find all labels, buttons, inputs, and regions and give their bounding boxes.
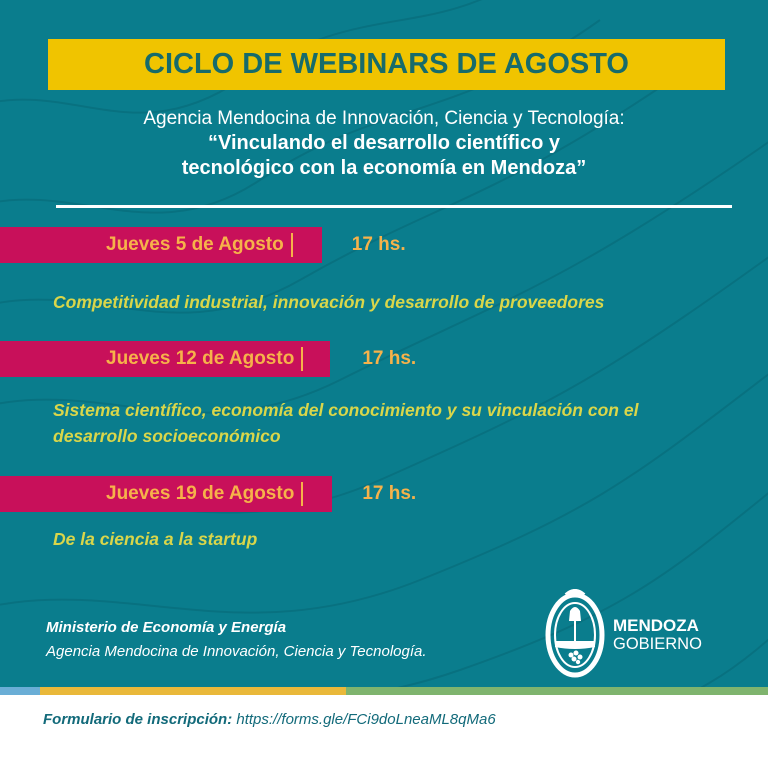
session-date-bar: Jueves 5 de Agosto 17 hs.	[0, 227, 406, 263]
session-time: 17 hs.	[351, 234, 406, 256]
divider-line	[56, 205, 732, 208]
session-date: Jueves 12 de Agosto	[106, 348, 295, 370]
agency-name: Agencia Mendocina de Innovación, Ciencia…	[46, 643, 427, 660]
session-date-bar: Jueves 12 de Agosto 17 hs.	[0, 341, 416, 377]
topic-line: desarrollo socioeconómico	[53, 426, 281, 446]
separator	[301, 347, 304, 371]
color-stripe-yellow	[40, 687, 346, 695]
topic-line: Competitividad industrial, innovación y …	[53, 292, 605, 312]
teal-background: CICLO DE WEBINARS DE AGOSTO Agencia Mend…	[0, 0, 768, 687]
topic-line: De la ciencia a la startup	[53, 529, 258, 549]
color-stripe-green	[346, 687, 768, 695]
subtitle-block: Agencia Mendocina de Innovación, Ciencia…	[0, 106, 768, 181]
quote-line-1: “Vinculando el desarrollo científico y	[208, 132, 560, 154]
registration-label: Formulario de inscripción:	[43, 711, 233, 728]
registration-form-line: Formulario de inscripción: https://forms…	[43, 711, 496, 728]
session-date: Jueves 5 de Agosto	[106, 234, 284, 256]
separator	[290, 233, 293, 257]
logo-line-2: GOBIERNO	[613, 635, 702, 653]
session-topic: Sistema científico, economía del conocim…	[53, 397, 638, 449]
mendoza-gobierno-wordmark: MENDOZA GOBIERNO	[613, 616, 702, 654]
quote-line-2: tecnológico con la economía en Mendoza”	[181, 157, 587, 179]
organizer-credits: Ministerio de Economía y Energía Agencia…	[46, 616, 427, 664]
title-banner: CICLO DE WEBINARS DE AGOSTO	[48, 39, 725, 90]
session-time: 17 hs.	[362, 348, 417, 370]
session-topic: De la ciencia a la startup	[53, 526, 257, 552]
session-date: Jueves 19 de Agosto	[106, 483, 295, 505]
registration-link[interactable]: https://forms.gle/FCi9doLneaML8qMa6	[236, 711, 496, 728]
mendoza-coat-of-arms-icon	[545, 589, 605, 678]
session-time: 17 hs.	[362, 483, 417, 505]
organization-name: Agencia Mendocina de Innovación, Ciencia…	[143, 108, 625, 129]
logo-line-1: MENDOZA	[613, 616, 699, 635]
session-date-bar: Jueves 19 de Agosto 17 hs.	[0, 476, 416, 512]
banner-title: CICLO DE WEBINARS DE AGOSTO	[144, 48, 629, 80]
separator	[301, 482, 304, 506]
color-stripe-blue	[0, 687, 40, 695]
ministry-name: Ministerio de Economía y Energía	[46, 619, 287, 636]
session-topic: Competitividad industrial, innovación y …	[53, 289, 604, 315]
topic-line: Sistema científico, economía del conocim…	[53, 400, 639, 420]
